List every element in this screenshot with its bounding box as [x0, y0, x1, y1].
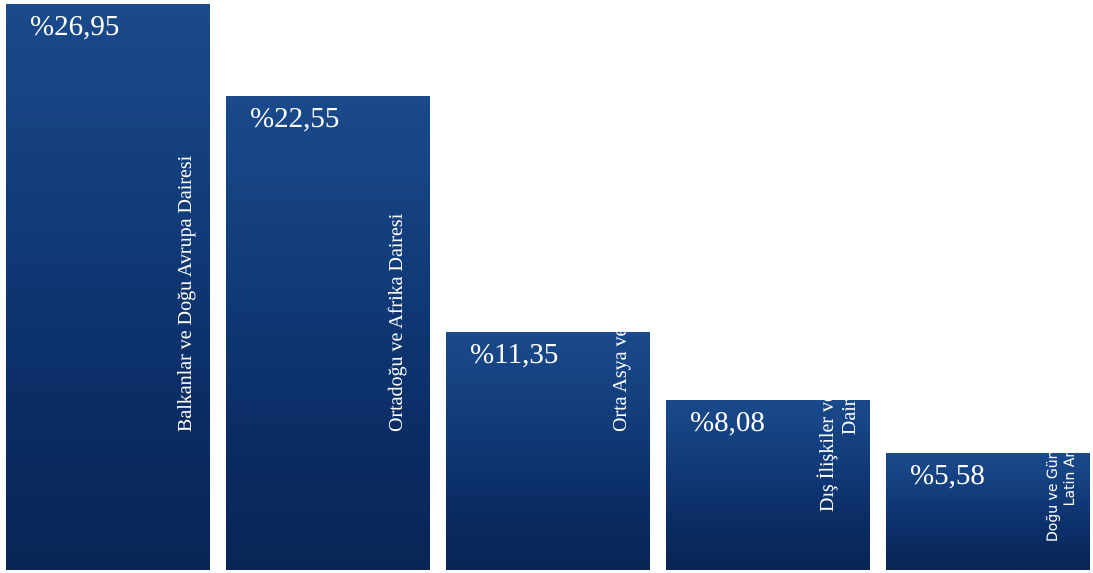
bar-value-label: %8,08 — [690, 406, 765, 438]
bar-category-label: Orta Asya ve Kafkaslar Dairesi — [609, 182, 631, 432]
bar-value-label: %11,35 — [470, 338, 559, 370]
bar-value-label: %22,55 — [250, 102, 340, 134]
bar-value-label: %26,95 — [30, 10, 120, 42]
category-label-line: Ortadoğu ve Afrika Dairesi — [385, 213, 407, 432]
category-label-line: Dairesi — [838, 377, 860, 436]
category-label-line: Dış İlişkiler ve Ortaklıklar — [816, 300, 838, 512]
bar-1: %26,95 Balkanlar ve Doğu Avrupa Dairesi — [6, 4, 210, 570]
bar-4: %8,08 Dış İlişkiler ve Ortaklıklar Dairesi — [666, 300, 870, 570]
bar-2: %22,55 Ortadoğu ve Afrika Dairesi — [226, 96, 430, 570]
bar-category-label: Dış İlişkiler ve Ortaklıklar Dairesi — [816, 300, 860, 512]
bar-category-label: Ortadoğu ve Afrika Dairesi — [385, 214, 407, 432]
bar-3: %11,35 Orta Asya ve Kafkaslar Dairesi — [446, 182, 650, 570]
category-label-line: Balkanlar ve Doğu Avrupa Dairesi — [174, 155, 196, 432]
category-label-line: Latin Amerika Dairesi — [1062, 356, 1078, 507]
bar-5: %5,58 Doğu ve Güney Asya, Pasifik ve Latin… — [886, 321, 1090, 570]
bar-category-label: Doğu ve Güney Asya, Pasifik ve Latin Amer… — [1045, 321, 1079, 542]
bar-category-label: Balkanlar ve Doğu Avrupa Dairesi — [174, 156, 196, 432]
category-label-line: Orta Asya ve Kafkaslar Dairesi — [609, 182, 631, 432]
bar-value-label: %5,58 — [910, 459, 985, 491]
category-label-line: Doğu ve Güney Asya, Pasifik ve — [1045, 320, 1061, 542]
